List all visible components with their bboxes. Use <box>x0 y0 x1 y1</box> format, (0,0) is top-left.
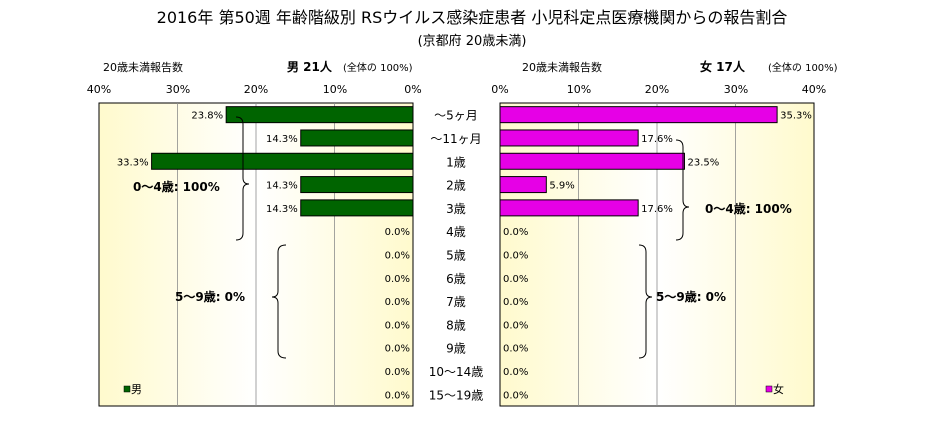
category-label: 10～14歳 <box>429 365 484 379</box>
male-bar <box>300 129 414 147</box>
male-value-label: 0.0% <box>385 390 410 401</box>
male-value-label: 0.0% <box>385 320 410 331</box>
male-header-left: 20歳未満報告数 <box>103 61 183 74</box>
female-brace-0-4-label: 0～4歳: 100% <box>705 201 792 216</box>
female-tick-label: 20% <box>645 83 669 96</box>
female-bar <box>499 106 778 124</box>
female-value-label: 23.5% <box>687 157 719 168</box>
chart-subtitle: (京都府 20歳未満) <box>418 34 527 49</box>
male-value-label: 14.3% <box>266 181 298 192</box>
female-value-label: 0.0% <box>503 297 528 308</box>
category-label: 5歳 <box>446 249 466 263</box>
female-header-total: (全体の 100%) <box>768 61 838 74</box>
category-label: 2歳 <box>446 179 466 193</box>
category-labels: ～5ヶ月 ～11ヶ月 1歳 2歳 3歳 4歳 5歳 6歳 7歳 8歳 9歳 10～14歳 15～19歳 <box>429 109 484 403</box>
category-label: 3歳 <box>446 202 466 216</box>
male-axis-ticks: 40% 30% 20% 10% 0% <box>87 83 422 96</box>
male-value-label: 0.0% <box>385 274 410 285</box>
female-value-label: 5.9% <box>549 181 574 192</box>
category-label: 4歳 <box>446 225 466 239</box>
male-value-label: 0.0% <box>385 344 410 355</box>
female-value-label: 0.0% <box>503 274 528 285</box>
male-tick-label: 30% <box>166 83 190 96</box>
male-value-label: 23.8% <box>191 111 223 122</box>
male-legend-label: 男 <box>131 383 142 396</box>
female-bar <box>499 129 639 147</box>
female-value-label: 0.0% <box>503 344 528 355</box>
female-value-label: 17.6% <box>641 204 673 215</box>
female-brace-5-9 <box>638 244 653 359</box>
female-value-label: 0.0% <box>503 251 528 262</box>
male-value-label: 0.0% <box>385 251 410 262</box>
male-header-count: 男 21人 <box>287 59 333 74</box>
value-labels: 23.8% 35.3% 14.3% 17.6% 33.3% 23.5% 14.3% 5.9% 1… <box>117 111 812 402</box>
category-label: 9歳 <box>446 342 466 356</box>
female-tick-label: 0% <box>491 83 508 96</box>
bars <box>151 106 778 217</box>
male-bar <box>225 106 414 124</box>
male-value-label: 14.3% <box>266 134 298 145</box>
male-brace-5-9-label: 5～9歳: 0% <box>175 289 245 304</box>
female-tick-label: 30% <box>724 83 748 96</box>
male-value-label: 0.0% <box>385 227 410 238</box>
female-value-label: 35.3% <box>780 111 812 122</box>
female-bar <box>499 152 685 170</box>
female-legend-label: 女 <box>773 382 784 396</box>
category-label: 15～19歳 <box>429 388 484 402</box>
male-brace-0-4 <box>235 116 250 241</box>
male-tick-label: 20% <box>244 83 268 96</box>
chart-title: 2016年 第50週 年齢階級別 RSウイルス感染症患者 小児科定点医療機関から… <box>157 8 788 27</box>
category-label: 8歳 <box>446 318 466 332</box>
male-value-label: 0.0% <box>385 297 410 308</box>
category-label: 7歳 <box>446 295 466 309</box>
male-bar <box>151 152 414 170</box>
male-tick-label: 40% <box>87 83 111 96</box>
female-header-left: 20歳未満報告数 <box>522 61 602 74</box>
male-tick-label: 10% <box>323 83 347 96</box>
male-legend: 男 <box>123 383 142 396</box>
male-brace-0-4-label: 0～4歳: 100% <box>133 179 220 194</box>
category-label: 6歳 <box>446 272 466 286</box>
male-value-label: 14.3% <box>266 204 298 215</box>
female-tick-label: 10% <box>567 83 591 96</box>
female-brace-5-9-label: 5～9歳: 0% <box>656 289 726 304</box>
female-tick-label: 40% <box>802 83 826 96</box>
male-value-label: 33.3% <box>117 157 149 168</box>
category-label: 1歳 <box>446 155 466 169</box>
male-brace-5-9 <box>271 244 287 359</box>
male-bar <box>300 199 414 217</box>
female-brace-0-4 <box>675 139 690 241</box>
female-value-label: 17.6% <box>641 134 673 145</box>
female-bar <box>499 199 639 217</box>
female-value-label: 0.0% <box>503 367 528 378</box>
female-header-count: 女 17人 <box>700 59 746 74</box>
male-header-total: (全体の 100%) <box>343 61 413 74</box>
male-legend-swatch <box>123 385 131 393</box>
male-bar <box>300 176 414 194</box>
category-label: ～11ヶ月 <box>430 132 481 146</box>
female-value-label: 0.0% <box>503 390 528 401</box>
male-tick-label: 0% <box>404 83 421 96</box>
female-value-label: 0.0% <box>503 227 528 238</box>
category-label: ～5ヶ月 <box>434 109 478 123</box>
female-value-label: 0.0% <box>503 320 528 331</box>
female-legend-swatch <box>765 385 773 393</box>
female-axis-ticks: 0% 10% 20% 30% 40% <box>491 83 826 96</box>
male-value-label: 0.0% <box>385 367 410 378</box>
female-legend: 女 <box>765 382 784 396</box>
female-bar <box>499 176 547 194</box>
